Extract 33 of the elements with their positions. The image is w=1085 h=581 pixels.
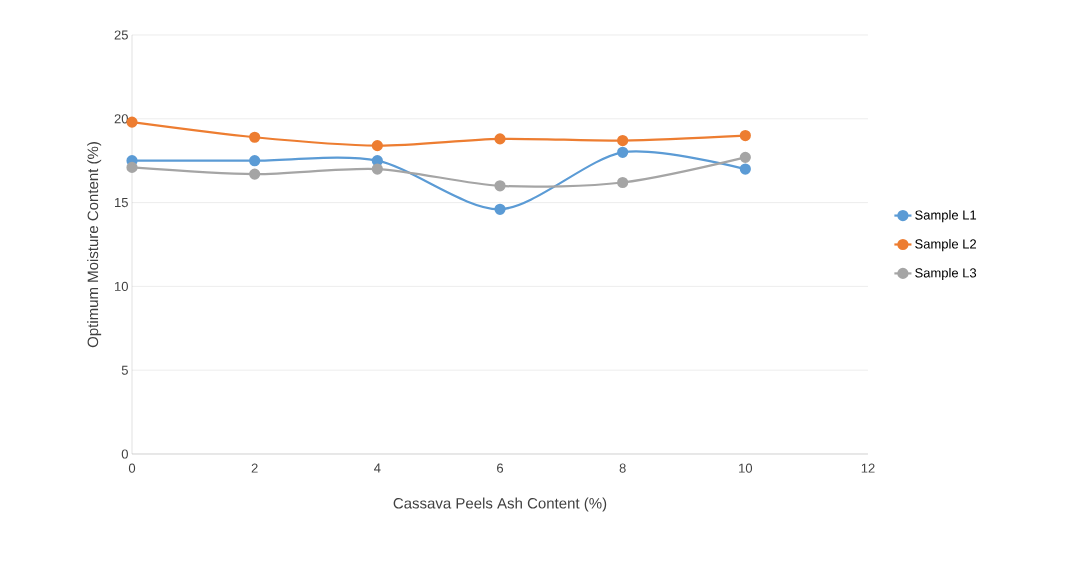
y-axis-title: Optimum Moisture Content (%) bbox=[87, 142, 102, 348]
point bbox=[249, 168, 261, 180]
point bbox=[739, 151, 751, 163]
point bbox=[249, 155, 261, 167]
legend-label: Sample L2 bbox=[915, 239, 977, 252]
y-tick-label: 20 bbox=[114, 114, 128, 124]
y-tick-label: 0 bbox=[121, 449, 128, 459]
y-tick-label: 25 bbox=[114, 30, 128, 40]
x-axis-title: Cassava Peels Ash Content (%) bbox=[393, 497, 607, 512]
point bbox=[249, 131, 261, 143]
legend-label: Sample L3 bbox=[915, 267, 977, 281]
point bbox=[617, 176, 629, 189]
point bbox=[494, 203, 506, 215]
x-tick-label: 8 bbox=[619, 463, 626, 473]
x-tick-label: 12 bbox=[861, 463, 875, 473]
x-tick-label: 0 bbox=[128, 463, 136, 473]
x-tick-label: 2 bbox=[251, 463, 258, 473]
point bbox=[739, 129, 751, 142]
point bbox=[371, 140, 383, 152]
y-tick-label: 15 bbox=[115, 198, 128, 208]
x-tick-label: 6 bbox=[497, 463, 504, 473]
point bbox=[494, 180, 506, 192]
point bbox=[494, 133, 506, 145]
x-tick-label: 10 bbox=[739, 463, 753, 473]
legend-label: Sample L1 bbox=[915, 210, 977, 223]
y-tick-label: 5 bbox=[121, 365, 128, 375]
x-tick-label: 4 bbox=[374, 463, 381, 473]
point bbox=[739, 163, 751, 175]
point bbox=[371, 163, 383, 175]
point bbox=[617, 134, 629, 147]
point bbox=[617, 146, 629, 158]
point bbox=[126, 161, 138, 173]
y-tick-label: 10 bbox=[115, 281, 128, 291]
